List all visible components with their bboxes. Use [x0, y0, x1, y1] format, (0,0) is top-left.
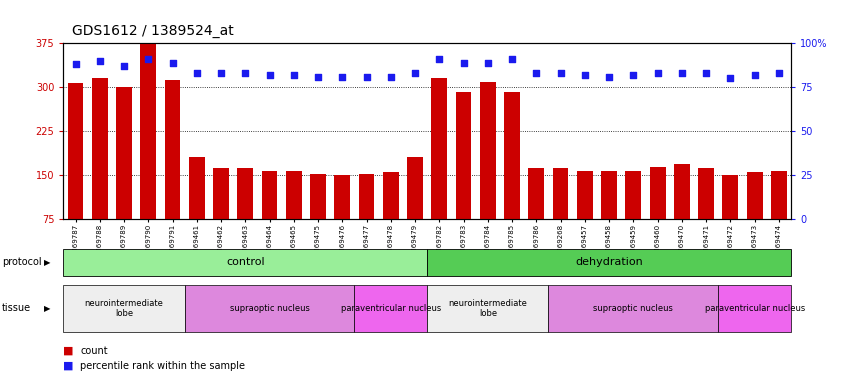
- Point: [166, 60, 179, 66]
- Bar: [548, 285, 718, 332]
- Text: ■: ■: [63, 361, 74, 370]
- Bar: [552, 168, 569, 219]
- Text: ■: ■: [63, 346, 74, 355]
- Text: control: control: [226, 257, 265, 267]
- Text: paraventricular nucleus: paraventricular nucleus: [705, 304, 805, 313]
- Text: supraoptic nucleus: supraoptic nucleus: [593, 304, 673, 313]
- Bar: [383, 172, 398, 219]
- Point: [627, 72, 640, 78]
- Point: [190, 70, 204, 76]
- Point: [481, 60, 495, 66]
- Text: neurointermediate
lobe: neurointermediate lobe: [85, 299, 163, 318]
- Text: count: count: [80, 346, 108, 355]
- Point: [141, 56, 155, 62]
- Bar: [650, 166, 666, 219]
- Point: [457, 60, 470, 66]
- Bar: [184, 285, 354, 332]
- Point: [748, 72, 761, 78]
- Point: [287, 72, 300, 78]
- Bar: [310, 174, 326, 219]
- Point: [651, 70, 664, 76]
- Bar: [354, 285, 427, 332]
- Text: GDS1612 / 1389524_at: GDS1612 / 1389524_at: [72, 24, 233, 38]
- Text: supraoptic nucleus: supraoptic nucleus: [229, 304, 310, 313]
- Text: ▶: ▶: [44, 258, 51, 267]
- Point: [336, 74, 349, 80]
- Point: [214, 70, 228, 76]
- Bar: [261, 171, 277, 219]
- Point: [118, 63, 131, 69]
- Bar: [63, 285, 184, 332]
- Bar: [625, 171, 641, 219]
- Text: protocol: protocol: [2, 257, 41, 267]
- Point: [69, 61, 82, 67]
- Point: [93, 58, 107, 64]
- Bar: [602, 171, 617, 219]
- Bar: [165, 80, 180, 219]
- Bar: [529, 168, 544, 219]
- Bar: [674, 164, 689, 219]
- Bar: [722, 176, 739, 219]
- Point: [530, 70, 543, 76]
- Bar: [407, 157, 423, 219]
- Bar: [286, 171, 302, 219]
- Bar: [189, 157, 205, 219]
- Bar: [577, 171, 593, 219]
- Bar: [427, 285, 548, 332]
- Text: paraventricular nucleus: paraventricular nucleus: [341, 304, 441, 313]
- Point: [311, 74, 325, 80]
- Point: [263, 72, 277, 78]
- Bar: [238, 168, 253, 219]
- Text: tissue: tissue: [2, 303, 30, 313]
- Point: [409, 70, 422, 76]
- Bar: [718, 285, 791, 332]
- Bar: [427, 249, 791, 276]
- Bar: [431, 78, 448, 219]
- Bar: [213, 168, 229, 219]
- Bar: [140, 44, 157, 219]
- Bar: [504, 92, 520, 219]
- Bar: [771, 171, 787, 219]
- Bar: [747, 172, 762, 219]
- Bar: [116, 87, 132, 219]
- Point: [384, 74, 398, 80]
- Point: [700, 70, 713, 76]
- Bar: [480, 82, 496, 219]
- Text: dehydration: dehydration: [575, 257, 643, 267]
- Point: [239, 70, 252, 76]
- Bar: [334, 176, 350, 219]
- Bar: [456, 92, 471, 219]
- Point: [772, 70, 786, 76]
- Point: [723, 75, 737, 81]
- Text: ▶: ▶: [44, 304, 51, 313]
- Bar: [63, 249, 427, 276]
- Point: [505, 56, 519, 62]
- Point: [360, 74, 373, 80]
- Point: [578, 72, 591, 78]
- Bar: [359, 174, 375, 219]
- Point: [602, 74, 616, 80]
- Point: [554, 70, 568, 76]
- Text: percentile rank within the sample: percentile rank within the sample: [80, 361, 245, 370]
- Point: [432, 56, 446, 62]
- Point: [675, 70, 689, 76]
- Bar: [698, 168, 714, 219]
- Bar: [68, 83, 84, 219]
- Text: neurointermediate
lobe: neurointermediate lobe: [448, 299, 527, 318]
- Bar: [92, 78, 107, 219]
